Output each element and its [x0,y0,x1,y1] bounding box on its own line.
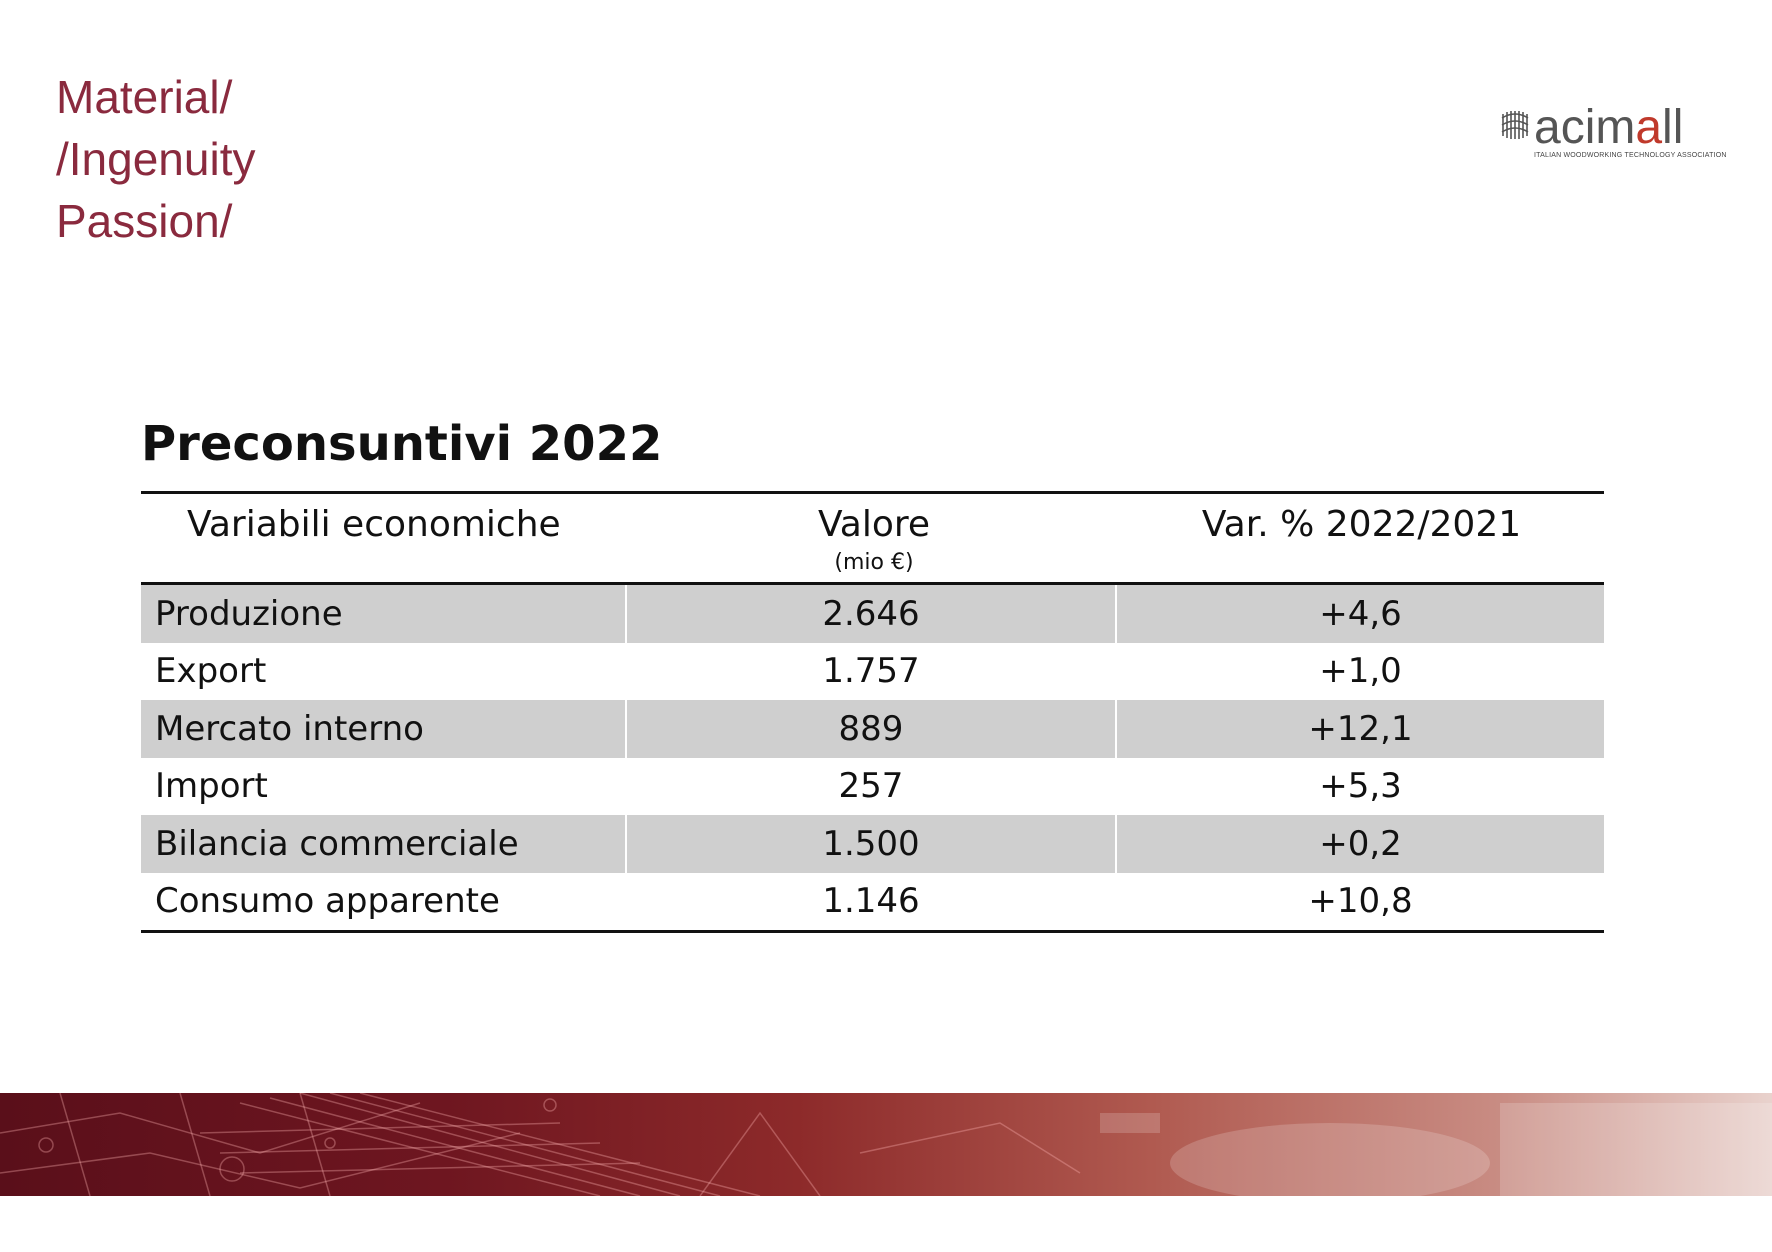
table-row: Import 257 +5,3 [141,758,1604,816]
table-row: Bilancia commerciale 1.500 +0,2 [141,815,1604,873]
table-header: Variabili economiche Valore (mio €) Var.… [141,494,1604,585]
row-label: Export [155,651,267,692]
tagline: Material/ /Ingenuity Passion/ [56,66,255,252]
row-label: Import [155,766,268,807]
circuit-pattern-icon [0,1093,1772,1196]
tagline-line-3: Passion/ [56,195,233,247]
header-variable: Variabili economiche [187,504,561,545]
table-row: Mercato interno 889 +12,1 [141,700,1604,758]
row-label: Consumo apparente [155,881,500,922]
row-value: 1.500 [627,815,1115,873]
logo-wordmark: acimall [1534,101,1684,154]
row-change: +10,8 [1308,881,1413,922]
row-label: Mercato interno [141,700,625,758]
header-change: Var. % 2022/2021 [1201,504,1522,545]
logo-emblem-icon [1501,111,1529,139]
row-value: 257 [838,766,904,807]
tagline-line-2: /Ingenuity [56,133,256,185]
table-row: Export 1.757 +1,0 [141,643,1604,701]
row-change: +12,1 [1117,700,1604,758]
footer-banner [0,1093,1772,1196]
row-label: Bilancia commerciale [141,815,625,873]
header-value: Valore [817,504,931,545]
table-row: Consumo apparente 1.146 +10,8 [141,873,1604,931]
row-value: 1.757 [822,651,920,692]
row-change: +5,3 [1319,766,1402,807]
row-value: 889 [627,700,1115,758]
acimall-logo: acimall ITALIAN WOODWORKING TECHNOLOGY A… [1500,101,1726,164]
row-value: 2.646 [627,585,1115,643]
economic-variables-table: Variabili economiche Valore (mio €) Var.… [141,491,1604,933]
row-value: 1.146 [822,881,920,922]
page-title: Preconsuntivi 2022 [141,416,663,472]
row-change: +0,2 [1117,815,1604,873]
header-value-unit: (mio €) [834,550,914,575]
table-row: Produzione 2.646 +4,6 [141,585,1604,643]
row-change: +4,6 [1117,585,1604,643]
row-label: Produzione [141,585,625,643]
logo-subtitle: ITALIAN WOODWORKING TECHNOLOGY ASSOCIATI… [1534,152,1727,159]
row-change: +1,0 [1319,651,1402,692]
tagline-line-1: Material/ [56,71,233,123]
